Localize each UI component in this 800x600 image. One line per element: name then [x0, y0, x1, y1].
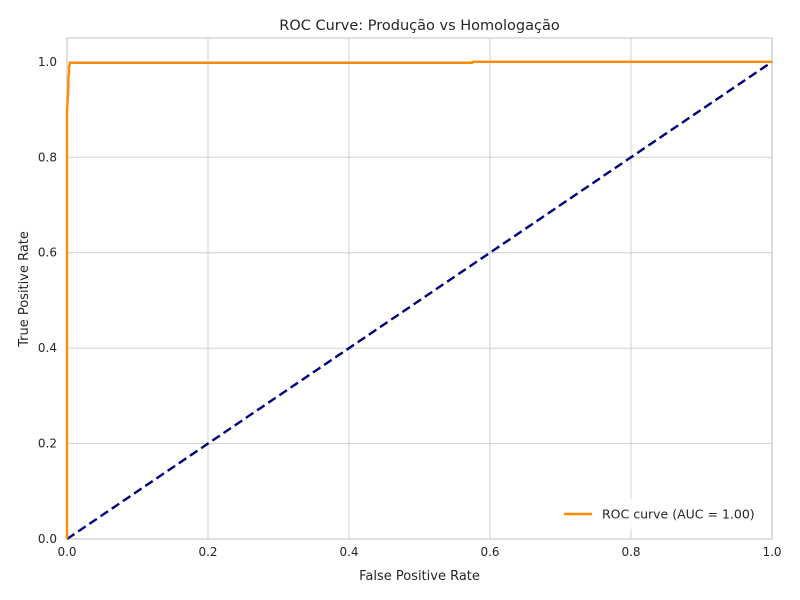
y-tick-label: 0.6 — [38, 246, 57, 260]
chance-diagonal-line — [66, 60, 773, 540]
x-tick-label: 0.4 — [339, 545, 358, 559]
roc-curve-line — [65, 60, 772, 539]
x-tick-label: 0.2 — [198, 545, 217, 559]
legend: ROC curve (AUC = 1.00) — [554, 499, 762, 529]
y-tick-label: 0.8 — [38, 150, 57, 164]
grid-lines — [66, 38, 773, 540]
y-tick-label: 0.4 — [38, 341, 57, 355]
x-tick-label: 0.0 — [57, 545, 76, 559]
legend-box — [554, 499, 762, 529]
y-tick-label: 0.0 — [38, 532, 57, 546]
series-lines — [65, 60, 773, 540]
y-tick-label: 1.0 — [38, 55, 57, 69]
tick-labels: 0.0 0.2 0.4 0.6 0.8 1.0 0.0 0.2 0.4 0.6 0.8 1.0 — [38, 55, 782, 559]
x-tick-label: 1.0 — [762, 545, 781, 559]
chart-title: ROC Curve: Produção vs Homologação — [279, 18, 560, 34]
x-tick-label: 0.8 — [621, 545, 640, 559]
x-axis-label: False Positive Rate — [359, 569, 480, 584]
x-tick-label: 0.6 — [480, 545, 499, 559]
legend-entry-label: ROC curve (AUC = 1.00) — [602, 507, 755, 522]
y-tick-label: 0.2 — [38, 437, 57, 451]
y-axis-label: True Positive Rate — [17, 231, 32, 348]
